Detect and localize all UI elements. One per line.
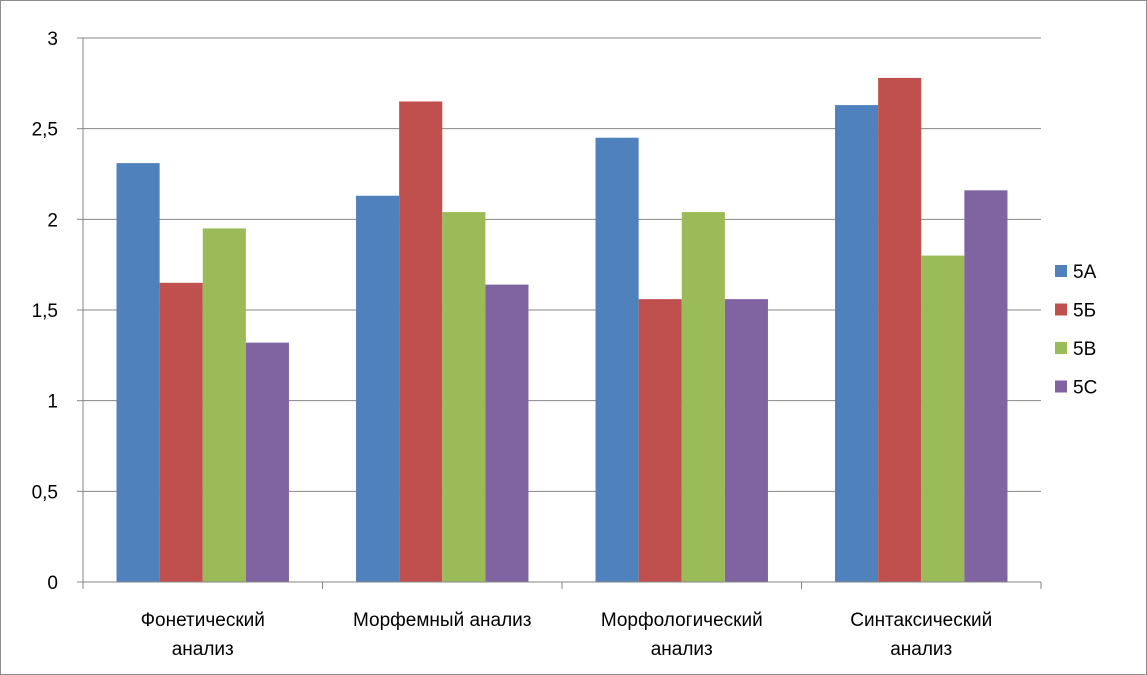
legend-label: 5Б [1073,301,1096,322]
y-tick-label: 0 [47,573,58,594]
bar [638,299,682,582]
y-tick-label: 1 [47,392,58,413]
x-category-label: Морфологический анализ [601,610,763,660]
y-tick-label: 0,5 [32,482,58,503]
x-category-label: Фонетический анализ [141,610,265,660]
legend-label: 5А [1073,262,1097,283]
y-axis: 0 0,5 1 1,5 2 2,5 3 [32,29,84,594]
legend-swatch [1055,380,1067,393]
bar [681,212,725,582]
y-tick-label: 2,5 [32,120,58,141]
bar [921,255,965,582]
bar [442,212,486,582]
legend-label: 5С [1073,378,1097,399]
legend-swatch [1055,342,1067,354]
legend-label: 5В [1073,339,1096,360]
bars [116,77,1008,583]
legend-swatch [1055,265,1067,277]
bar [399,101,443,582]
bar [116,163,160,582]
bar [964,190,1008,582]
bar [485,284,529,582]
bar [595,137,639,582]
y-tick-label: 2 [47,210,58,231]
x-axis: Фонетический анализ Морфемный анализ Морфол… [82,581,1042,660]
y-tick-label: 3 [47,29,58,50]
legend-swatch [1055,303,1067,316]
x-category-label: Морфемный анализ [353,610,532,631]
bar [245,342,289,582]
bar [356,195,400,582]
bar [159,282,203,582]
legend: 5А 5Б 5В 5С [1055,262,1097,399]
y-tick-label: 1,5 [32,301,58,322]
bar [878,77,922,582]
x-category-label: Синтаксический анализ [850,610,992,660]
bar [202,228,246,582]
bar [835,105,879,583]
bar [724,299,768,582]
